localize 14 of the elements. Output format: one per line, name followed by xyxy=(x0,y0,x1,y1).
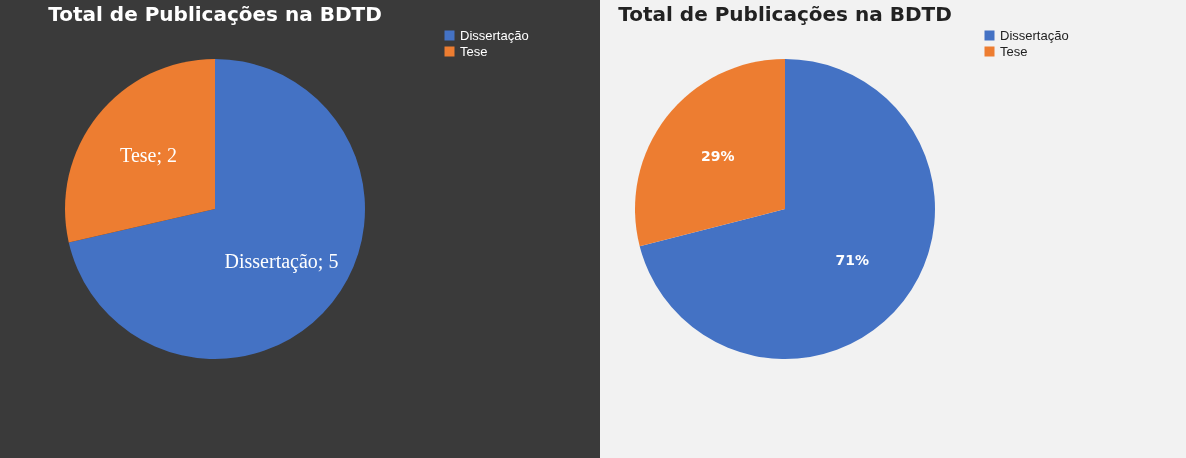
data-label: 71% xyxy=(835,252,869,269)
legend-label: Tese xyxy=(460,43,488,59)
data-label: 29% xyxy=(701,147,735,164)
data-label: Tese; 2 xyxy=(120,144,178,166)
chart-title: Total de Publicações na BDTD xyxy=(618,2,952,26)
legend-label: Dissertação xyxy=(460,27,529,43)
chart-title: Total de Publicações na BDTD xyxy=(48,2,382,26)
pie-slice xyxy=(639,59,935,359)
pie-slice xyxy=(68,59,365,359)
pie-slice xyxy=(65,59,215,243)
data-label: Dissertação; 5 xyxy=(224,250,339,273)
legend-label: Tese xyxy=(1000,43,1028,59)
pie-slice xyxy=(635,59,785,247)
legend-label: Dissertação xyxy=(1000,27,1069,43)
